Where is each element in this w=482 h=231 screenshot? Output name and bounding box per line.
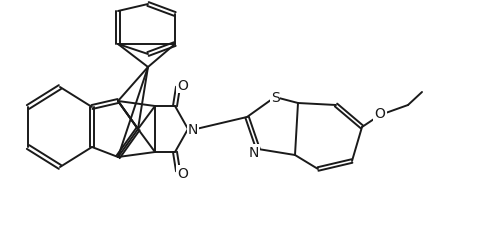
Text: O: O (375, 106, 386, 121)
Text: N: N (249, 145, 259, 159)
Text: O: O (177, 79, 188, 93)
Text: N: N (188, 122, 198, 137)
Text: S: S (270, 91, 280, 105)
Text: O: O (177, 166, 188, 180)
